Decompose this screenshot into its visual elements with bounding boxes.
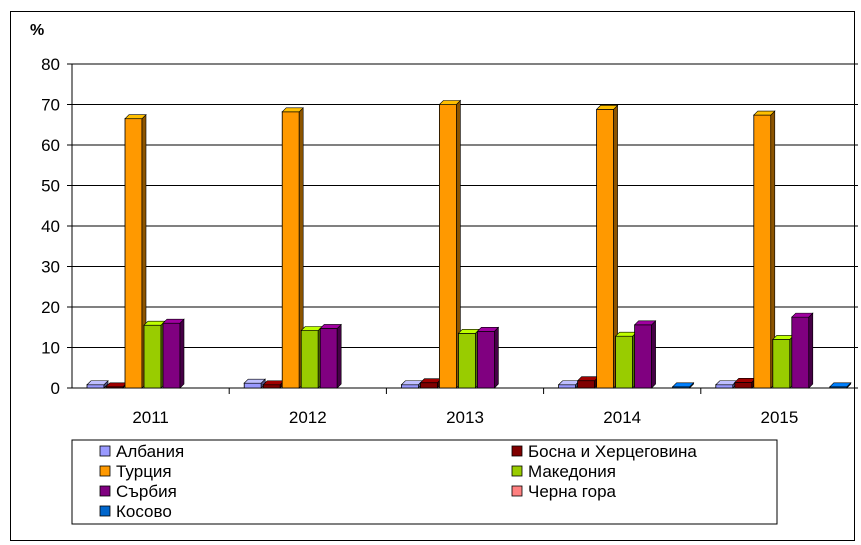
bar-side-2015-4 [808, 312, 814, 389]
x-tick-label-2014: 2014 [603, 408, 641, 427]
bar-top-2011-3 [143, 320, 166, 326]
legend-label-0: Албания [116, 442, 184, 461]
legend-swatch-0 [99, 445, 111, 457]
bar-top-2015-2 [753, 110, 776, 116]
legend-label-6: Косово [116, 502, 172, 521]
bar-2013-4 [476, 330, 495, 389]
bar-2012-4 [319, 328, 338, 389]
bar-top-2011-4 [162, 318, 185, 324]
bar-2011-2 [124, 118, 143, 389]
legend-swatch-1 [511, 445, 523, 457]
bar-side-2013-4 [494, 326, 499, 389]
bar-side-2012-4 [336, 323, 342, 389]
bar-2014-0 [558, 384, 576, 389]
legend-label-3: Македония [528, 462, 616, 481]
bar-top-2013-3 [457, 329, 481, 334]
x-tick-label-2013: 2013 [446, 408, 484, 427]
bar-2012-0 [243, 382, 262, 389]
bar-top-2013-2 [438, 100, 462, 105]
legend-label-2: Турция [116, 462, 172, 481]
bar-top-2012-4 [319, 324, 342, 329]
legend-label-5: Черна гора [528, 482, 617, 501]
bar-top-2014-0 [557, 380, 581, 386]
bar-top-2012-3 [300, 326, 323, 331]
bar-top-2015-3 [772, 335, 795, 340]
y-tick-label: 60 [41, 136, 60, 155]
bar-2015-1 [734, 381, 753, 389]
legend-label-1: Босна и Херцеговина [528, 442, 697, 461]
legend-swatch-3 [511, 465, 523, 477]
bar-2012-2 [281, 111, 300, 389]
bar-2014-1 [577, 380, 595, 389]
y-tick-label: 20 [41, 298, 60, 317]
bar-2012-3 [300, 330, 319, 389]
bar-2015-0 [715, 384, 734, 389]
legend-box [71, 439, 778, 525]
bar-2014-2 [596, 108, 614, 389]
y-tick-label: 30 [41, 258, 60, 277]
bar-top-2011-1 [105, 382, 128, 388]
legend-swatch-2 [99, 465, 111, 477]
bar-2015-3 [772, 338, 791, 389]
x-tick-label-2012: 2012 [289, 408, 327, 427]
bar-top-2014-3 [614, 331, 638, 337]
bar-2013-0 [400, 384, 419, 389]
bar-2013-3 [457, 332, 476, 389]
bar-top-2012-1 [262, 380, 285, 386]
bar-top-2011-0 [86, 380, 109, 386]
bar-top-2014-4 [633, 320, 657, 326]
legend-swatch-5 [511, 485, 523, 497]
bar-2014-4 [634, 324, 652, 389]
y-tick-label: 10 [41, 339, 60, 358]
bar-2013-1 [419, 382, 438, 389]
legend-swatch-4 [99, 485, 111, 497]
legend-label-4: Сърбия [116, 482, 177, 501]
bar-top-2012-0 [243, 378, 266, 384]
bar-2011-3 [143, 324, 162, 389]
bar-top-2015-0 [715, 380, 738, 386]
bar-top-2014-6 [671, 382, 695, 388]
y-tick-label: 50 [41, 177, 60, 196]
y-tick-label: 80 [41, 55, 60, 74]
bar-2015-2 [753, 114, 772, 389]
bar-2011-4 [162, 322, 181, 389]
bar-top-2015-1 [734, 378, 757, 383]
legend-swatch-6 [99, 505, 111, 517]
bar-top-2014-2 [595, 105, 619, 110]
bar-side-2014-4 [651, 320, 656, 389]
bar-top-2013-1 [419, 378, 443, 384]
y-tick-label: 0 [51, 379, 60, 398]
bar-2011-0 [86, 384, 105, 389]
bar-2013-2 [438, 104, 457, 389]
x-tick-label-2011: 2011 [132, 408, 169, 427]
bar-top-2013-4 [476, 326, 500, 332]
x-tick-label-2015: 2015 [760, 408, 798, 427]
bar-2014-3 [615, 335, 633, 389]
bar-top-2014-1 [576, 376, 600, 382]
bar-side-2011-4 [179, 318, 185, 389]
bar-2012-1 [262, 384, 281, 389]
bar-top-2015-4 [791, 312, 814, 318]
bar-top-2013-0 [400, 380, 424, 386]
y-tick-label: 70 [41, 96, 60, 115]
bar-top-2012-2 [281, 107, 304, 113]
bar-top-2011-2 [124, 114, 147, 119]
bar-2015-4 [791, 316, 810, 389]
y-unit-label: % [30, 22, 44, 39]
bar-top-2015-6 [829, 382, 852, 388]
y-tick-label: 40 [41, 217, 60, 236]
